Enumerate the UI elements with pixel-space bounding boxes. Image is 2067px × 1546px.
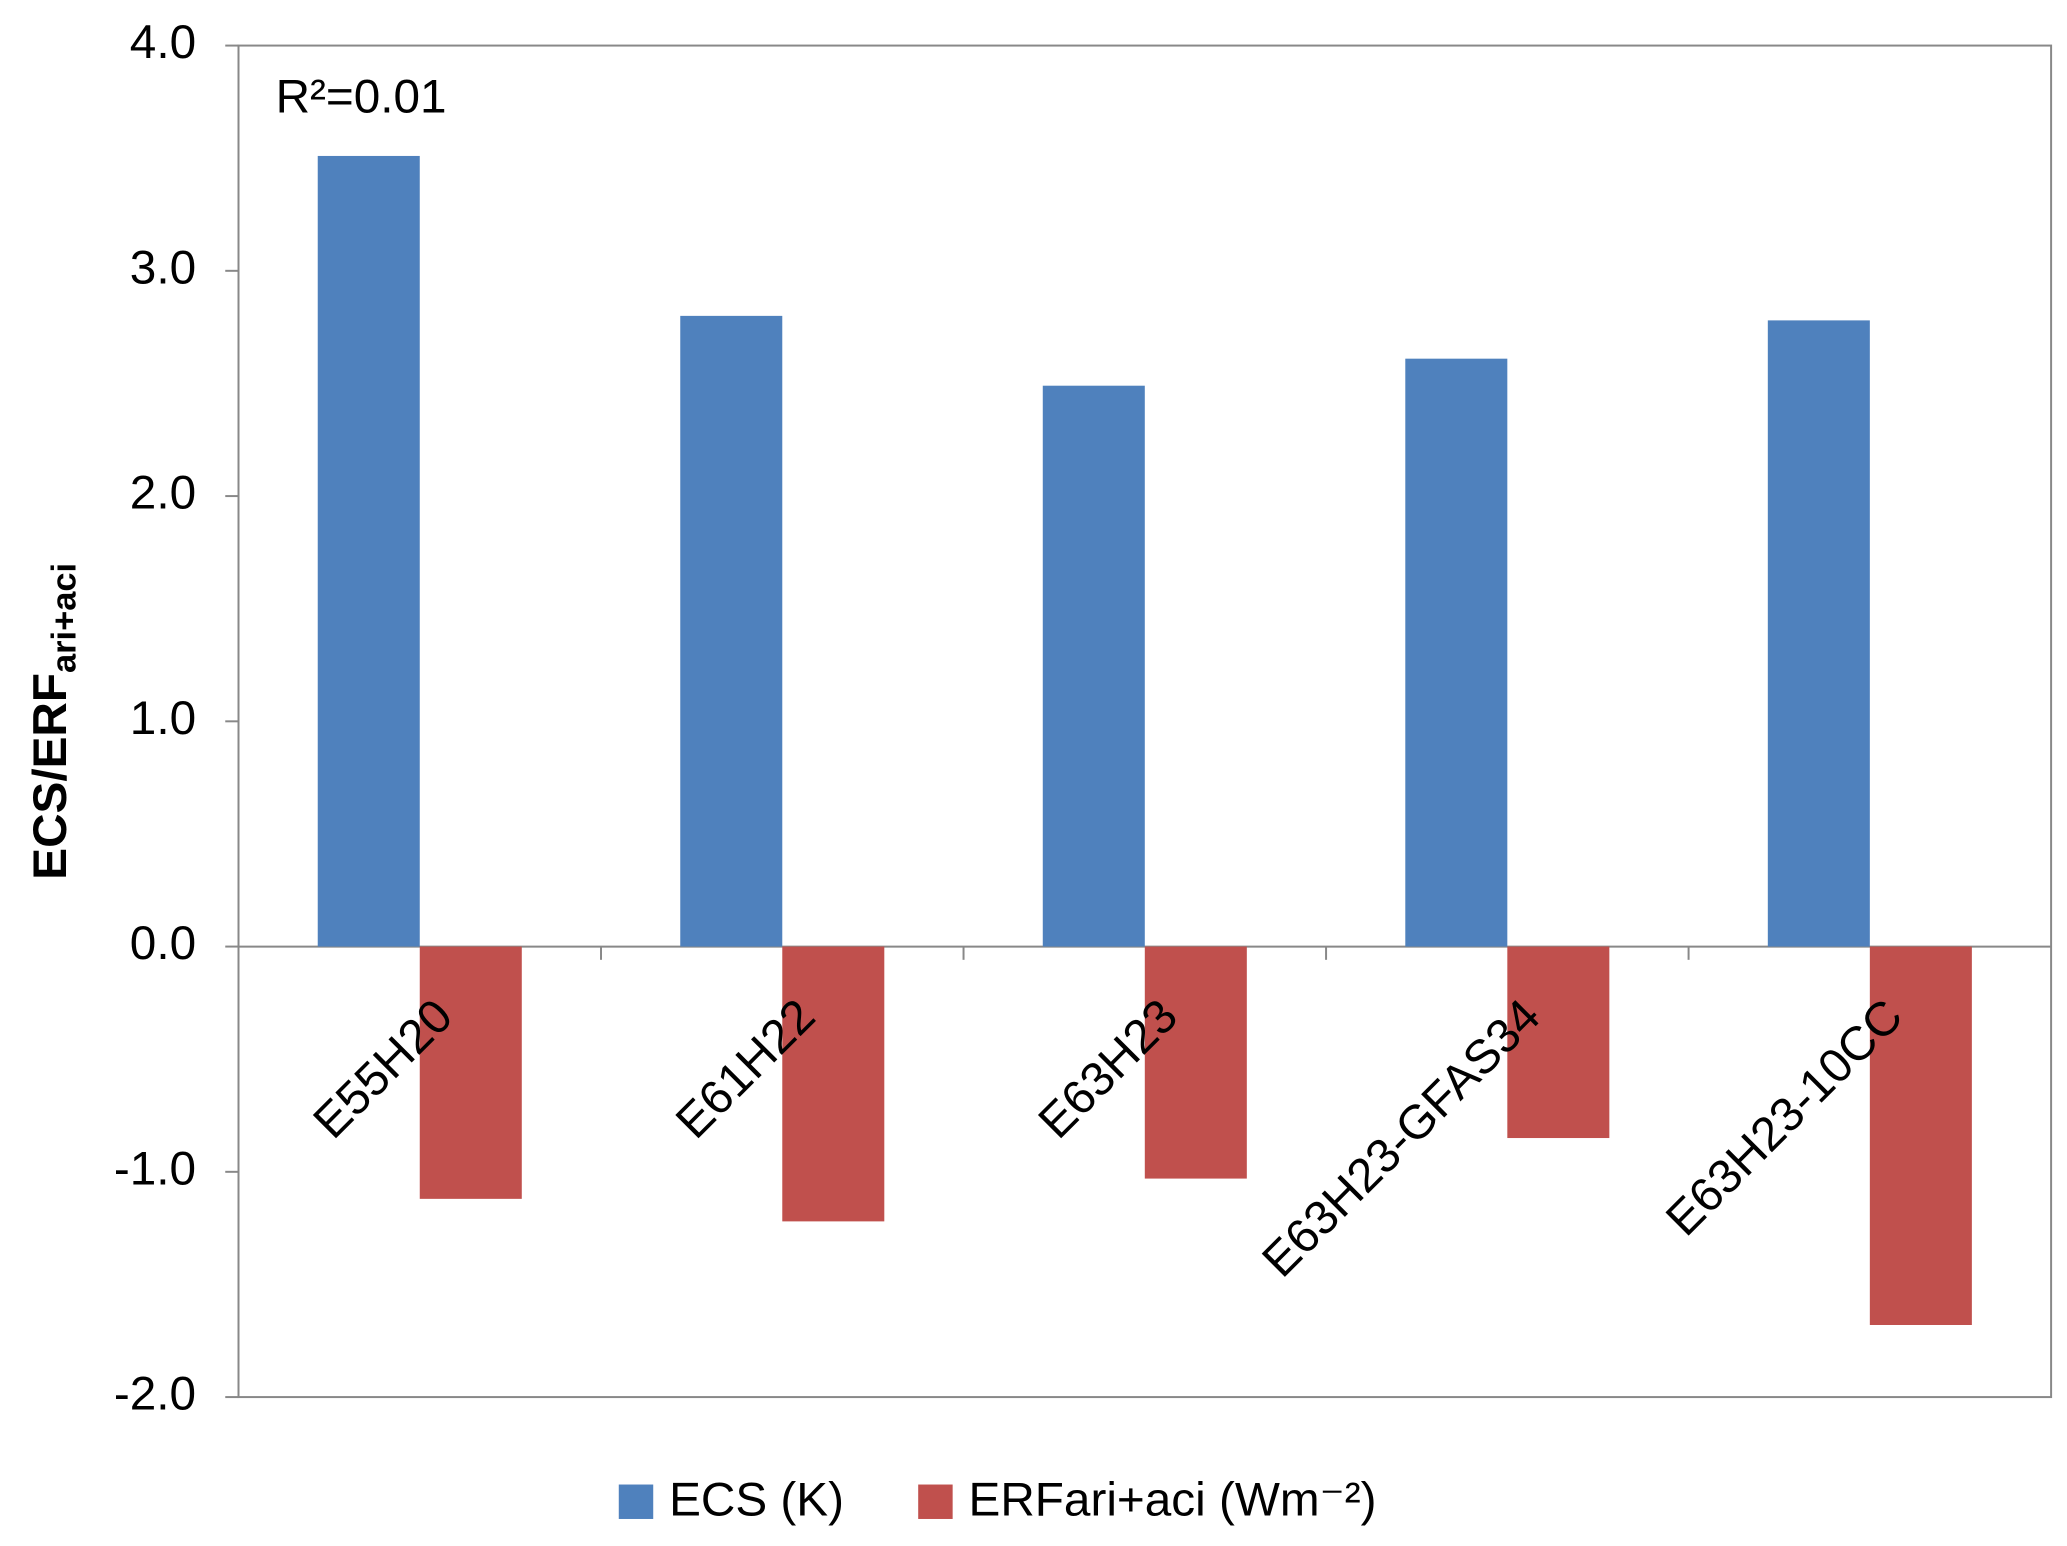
y-tick-label: 0.0 xyxy=(130,917,196,970)
legend-swatch xyxy=(618,1484,654,1519)
bar xyxy=(1042,385,1145,947)
y-axis-label: ECS/ERFari+aci xyxy=(24,563,84,880)
y-tick-label: 4.0 xyxy=(130,16,196,69)
bar xyxy=(419,946,522,1199)
y-tick-label: 1.0 xyxy=(130,692,196,745)
bar xyxy=(317,155,420,947)
bar xyxy=(1507,946,1610,1139)
bar xyxy=(1405,358,1508,947)
y-tick-label: 3.0 xyxy=(130,241,196,294)
legend-label: ERFari+aci (Wm⁻²) xyxy=(969,1474,1377,1527)
y-tick-label: 2.0 xyxy=(130,467,196,520)
bar xyxy=(1767,320,1870,947)
bar xyxy=(1869,946,1972,1325)
y-tick-label: -1.0 xyxy=(114,1142,196,1195)
bar xyxy=(782,946,885,1222)
y-tick-label: -2.0 xyxy=(114,1368,196,1421)
legend-swatch xyxy=(918,1484,953,1519)
annotation: R²=0.01 xyxy=(276,70,447,123)
bar xyxy=(1144,946,1247,1179)
x-tick-label: E63H23-GFAS34 xyxy=(1252,989,1550,1287)
legend-label: ECS (K) xyxy=(669,1474,844,1527)
bar xyxy=(680,315,783,947)
